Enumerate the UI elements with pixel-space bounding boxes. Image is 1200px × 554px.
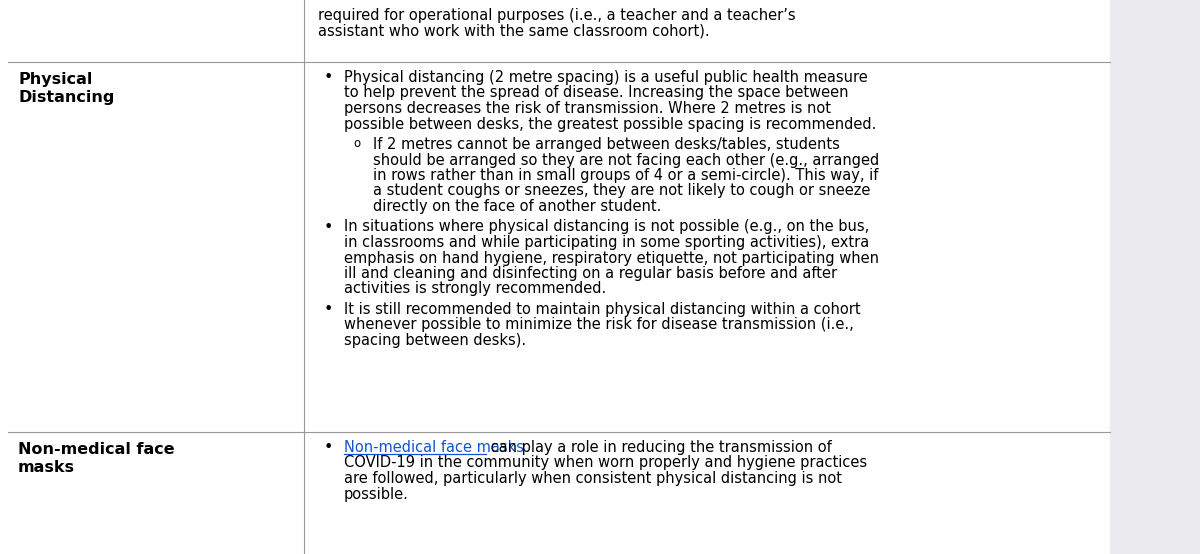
Text: emphasis on hand hygiene, respiratory etiquette, not participating when: emphasis on hand hygiene, respiratory et… — [344, 250, 878, 265]
Text: Distancing: Distancing — [18, 90, 114, 105]
Text: should be arranged so they are not facing each other (e.g., arranged: should be arranged so they are not facin… — [373, 152, 880, 167]
Text: assistant who work with the same classroom cohort).: assistant who work with the same classro… — [318, 23, 709, 38]
Text: •: • — [324, 70, 334, 85]
Text: masks: masks — [18, 460, 74, 475]
Text: In situations where physical distancing is not possible (e.g., on the bus,: In situations where physical distancing … — [344, 219, 869, 234]
Text: Non-medical face masks: Non-medical face masks — [344, 440, 524, 455]
Bar — [1110, 0, 1200, 554]
Text: •: • — [324, 302, 334, 317]
Text: in classrooms and while participating in some sporting activities), extra: in classrooms and while participating in… — [344, 235, 869, 250]
Text: It is still recommended to maintain physical distancing within a cohort: It is still recommended to maintain phys… — [344, 302, 860, 317]
Text: spacing between desks).: spacing between desks). — [344, 333, 526, 348]
Text: If 2 metres cannot be arranged between desks/tables, students: If 2 metres cannot be arranged between d… — [373, 137, 840, 152]
Text: required for operational purposes (i.e., a teacher and a teacher’s: required for operational purposes (i.e.,… — [318, 8, 796, 23]
Text: are followed, particularly when consistent physical distancing is not: are followed, particularly when consiste… — [344, 471, 842, 486]
Text: COVID-19 in the community when worn properly and hygiene practices: COVID-19 in the community when worn prop… — [344, 455, 868, 470]
Text: persons decreases the risk of transmission. Where 2 metres is not: persons decreases the risk of transmissi… — [344, 101, 830, 116]
Text: Physical distancing (2 metre spacing) is a useful public health measure: Physical distancing (2 metre spacing) is… — [344, 70, 868, 85]
Text: ill and cleaning and disinfecting on a regular basis before and after: ill and cleaning and disinfecting on a r… — [344, 266, 838, 281]
Text: •: • — [324, 219, 334, 234]
Text: o: o — [353, 137, 360, 150]
Text: possible between desks, the greatest possible spacing is recommended.: possible between desks, the greatest pos… — [344, 116, 876, 131]
Text: to help prevent the spread of disease. Increasing the space between: to help prevent the spread of disease. I… — [344, 85, 848, 100]
Text: directly on the face of another student.: directly on the face of another student. — [373, 199, 661, 214]
Text: activities is strongly recommended.: activities is strongly recommended. — [344, 281, 606, 296]
Text: can play a role in reducing the transmission of: can play a role in reducing the transmis… — [486, 440, 832, 455]
Text: whenever possible to minimize the risk for disease transmission (i.e.,: whenever possible to minimize the risk f… — [344, 317, 853, 332]
Text: possible.: possible. — [344, 486, 409, 501]
Text: Non-medical face: Non-medical face — [18, 442, 175, 457]
Text: •: • — [324, 440, 334, 455]
Text: in rows rather than in small groups of 4 or a semi-circle). This way, if: in rows rather than in small groups of 4… — [373, 168, 878, 183]
Text: Physical: Physical — [18, 72, 92, 87]
Text: a student coughs or sneezes, they are not likely to cough or sneeze: a student coughs or sneezes, they are no… — [373, 183, 870, 198]
